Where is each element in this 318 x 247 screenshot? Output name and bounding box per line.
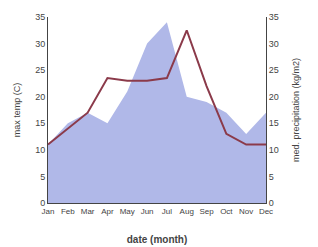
svg-text:10: 10 [269, 145, 279, 155]
svg-text:Apr: Apr [101, 207, 114, 216]
svg-text:date (month): date (month) [127, 234, 188, 245]
svg-text:Jul: Jul [162, 207, 172, 216]
svg-text:Sep: Sep [199, 207, 214, 216]
svg-text:15: 15 [35, 118, 45, 128]
svg-text:Oct: Oct [220, 207, 233, 216]
svg-text:Nov: Nov [239, 207, 253, 216]
svg-text:35: 35 [269, 12, 279, 22]
svg-text:Dec: Dec [259, 207, 273, 216]
svg-text:Jun: Jun [141, 207, 154, 216]
svg-text:Mar: Mar [81, 207, 95, 216]
svg-text:Aug: Aug [180, 207, 194, 216]
svg-text:Jan: Jan [42, 207, 55, 216]
svg-text:30: 30 [269, 39, 279, 49]
svg-text:May: May [120, 207, 135, 216]
svg-text:25: 25 [269, 65, 279, 75]
svg-text:5: 5 [40, 172, 45, 182]
svg-text:10: 10 [35, 145, 45, 155]
svg-text:max temp (C): max temp (C) [12, 83, 22, 138]
svg-text:0: 0 [269, 198, 274, 208]
svg-text:20: 20 [269, 92, 279, 102]
svg-text:25: 25 [35, 65, 45, 75]
svg-text:20: 20 [35, 92, 45, 102]
svg-text:5: 5 [269, 172, 274, 182]
svg-text:0: 0 [40, 198, 45, 208]
svg-text:15: 15 [269, 118, 279, 128]
svg-text:30: 30 [35, 39, 45, 49]
svg-text:Feb: Feb [61, 207, 75, 216]
svg-text:med. precipitation (kg/m2): med. precipitation (kg/m2) [291, 58, 301, 162]
svg-text:35: 35 [35, 12, 45, 22]
